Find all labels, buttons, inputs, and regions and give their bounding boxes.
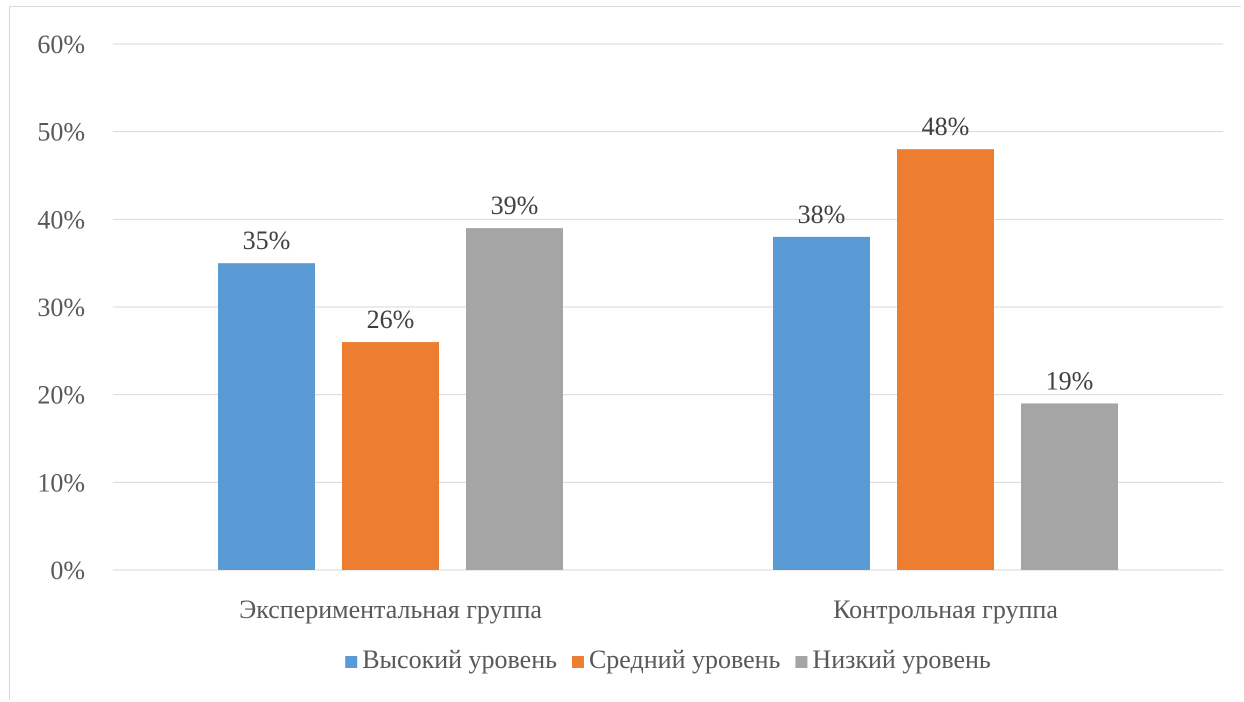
chart-frame <box>9 6 1241 700</box>
y-tick-label: 60% <box>37 30 85 59</box>
legend-item: Низкий уровень <box>795 645 991 674</box>
legend-label: Высокий уровень <box>362 645 557 674</box>
legend-swatch <box>571 656 584 668</box>
y-tick-label: 50% <box>37 118 85 147</box>
data-label: 39% <box>491 191 539 220</box>
y-tick-label: 40% <box>37 205 85 234</box>
bars <box>218 149 1118 570</box>
legend-label: Низкий уровень <box>812 645 990 674</box>
legend-item: Высокий уровень <box>345 645 557 674</box>
y-tick-label: 0% <box>50 556 85 585</box>
legend-swatch <box>795 656 808 668</box>
bar <box>218 263 315 570</box>
data-label: 38% <box>798 200 846 229</box>
y-tick-label: 10% <box>37 468 85 497</box>
category-label: Экспериментальная группа <box>239 595 542 624</box>
bar <box>897 149 994 570</box>
category-labels: Экспериментальная группа Контрольная груп… <box>239 595 1058 624</box>
category-label: Контрольная группа <box>833 595 1058 624</box>
legend: Высокий уровень Средний уровень Низкий уро… <box>345 645 991 674</box>
bar <box>1021 403 1118 570</box>
legend-label: Средний уровень <box>589 645 781 674</box>
bar <box>773 236 870 570</box>
data-label: 19% <box>1046 366 1094 395</box>
legend-item: Средний уровень <box>571 645 781 674</box>
y-tick-label: 20% <box>37 381 85 410</box>
data-label: 35% <box>243 226 291 255</box>
y-axis-ticks: 0% 10% 20% 30% 40% 50% 60% <box>37 30 85 585</box>
y-tick-label: 30% <box>37 293 85 322</box>
data-label: 48% <box>922 112 970 141</box>
legend-swatch <box>345 656 358 668</box>
data-labels: 35% 26% 39% 38% 48% 19% <box>243 112 1094 395</box>
data-label: 26% <box>367 305 415 334</box>
bar <box>342 342 439 570</box>
bar <box>466 228 563 570</box>
